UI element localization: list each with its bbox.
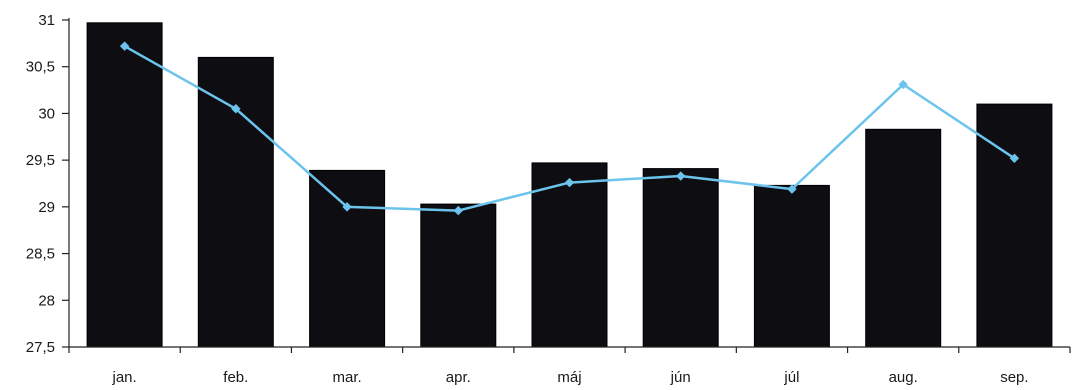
bar-7 — [753, 184, 830, 348]
line-series — [119, 41, 1020, 216]
x-tick-label: júl — [783, 369, 799, 386]
line-point-5 — [564, 177, 575, 188]
bar-8 — [865, 128, 942, 348]
line-point-6 — [676, 171, 686, 181]
x-tick-label: apr. — [446, 369, 471, 386]
line-point-3 — [342, 202, 352, 212]
bar-series — [86, 22, 1053, 348]
bar-3 — [309, 169, 386, 348]
bar-5 — [531, 162, 608, 348]
x-tick-label: feb. — [223, 369, 248, 386]
bar-2 — [197, 56, 274, 348]
y-tick-label: 29,5 — [26, 152, 55, 169]
line-point-8 — [898, 79, 908, 90]
y-axis-tick-labels: 31 30,5 30 29,5 29 28,5 28 27,5 — [26, 12, 55, 356]
line-point-4 — [453, 205, 463, 216]
x-tick-label: jún — [670, 369, 691, 386]
y-tick-label: 27,5 — [26, 339, 55, 356]
bar-4 — [420, 203, 497, 348]
y-tick-label: 31 — [38, 12, 55, 29]
x-tick-label: sep. — [1000, 369, 1028, 386]
line-point-7 — [787, 184, 797, 194]
y-tick-label: 29 — [38, 199, 55, 216]
axes — [62, 18, 1071, 353]
y-tick-label: 28,5 — [26, 246, 55, 263]
bar-6 — [642, 168, 719, 348]
y-tick-label: 30 — [38, 105, 55, 122]
line-point-1 — [119, 41, 130, 51]
x-tick-label: mar. — [333, 369, 362, 386]
line-point-2 — [231, 104, 241, 114]
x-tick-label: máj — [557, 369, 581, 386]
x-tick-label: aug. — [889, 369, 918, 386]
x-tick-label: jan. — [112, 369, 137, 386]
line-point-9 — [1009, 153, 1020, 163]
y-tick-label: 28 — [38, 292, 55, 309]
y-tick-label: 30,5 — [26, 59, 55, 76]
bar-1 — [86, 22, 163, 348]
x-axis-tick-labels: jan. feb. mar. apr. máj jún júl aug. sep. — [112, 369, 1029, 386]
